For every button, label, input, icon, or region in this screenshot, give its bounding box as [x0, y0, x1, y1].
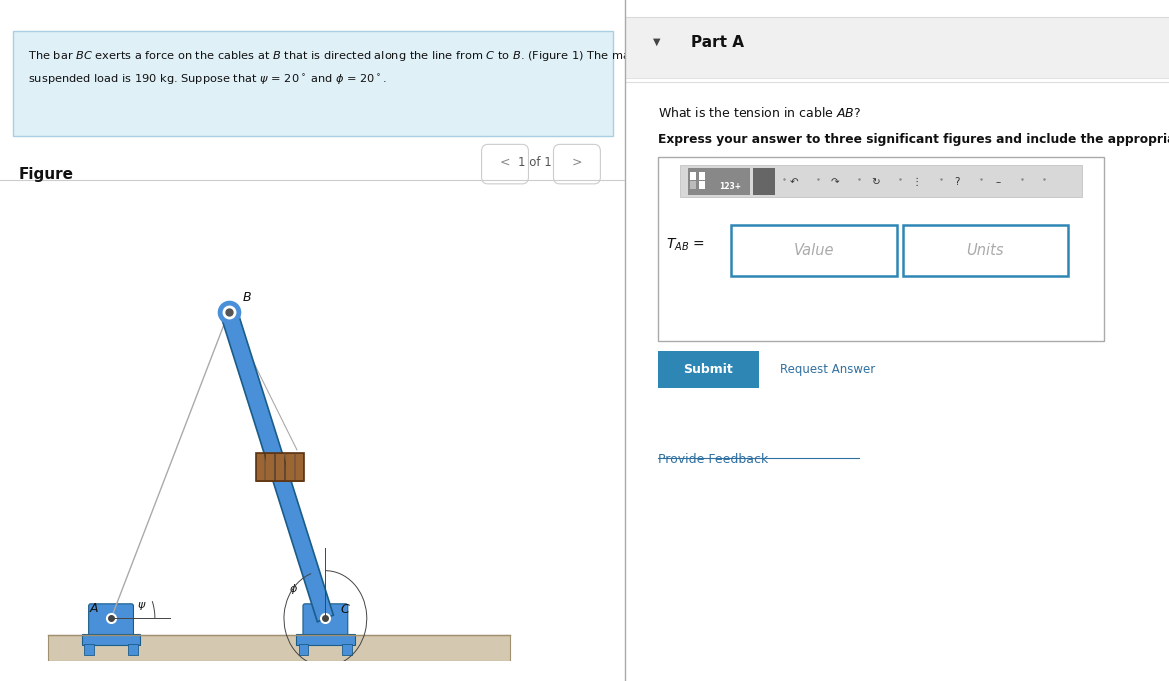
- Bar: [275, 453, 284, 481]
- Bar: [753, 168, 775, 195]
- Bar: [690, 172, 696, 180]
- FancyBboxPatch shape: [13, 31, 613, 136]
- Bar: [285, 453, 293, 481]
- Bar: [256, 453, 264, 481]
- Text: Provide Feedback: Provide Feedback: [658, 453, 768, 466]
- Bar: [296, 633, 354, 645]
- Text: $C$: $C$: [340, 603, 351, 616]
- Bar: [82, 633, 140, 645]
- Text: $B$: $B$: [242, 291, 253, 304]
- Text: Part A: Part A: [691, 35, 743, 50]
- Bar: [732, 225, 898, 276]
- Bar: [690, 181, 696, 189]
- Bar: [699, 181, 705, 189]
- Text: ▼: ▼: [652, 37, 660, 47]
- Text: suspended load is 190 kg. Suppose that $\psi$ = 20$^\circ$ and $\phi$ = 20$^\cir: suspended load is 190 kg. Suppose that $…: [28, 73, 387, 87]
- FancyBboxPatch shape: [482, 144, 528, 184]
- Text: $\phi$: $\phi$: [289, 582, 298, 596]
- Bar: [625, 17, 1169, 78]
- Text: Value: Value: [794, 243, 835, 258]
- Text: Figure: Figure: [19, 167, 74, 182]
- Bar: [687, 168, 750, 195]
- Bar: [680, 165, 1082, 197]
- Bar: [48, 635, 511, 661]
- Bar: [658, 351, 759, 388]
- Bar: [298, 644, 309, 655]
- Text: ↻: ↻: [871, 177, 880, 187]
- Text: Express your answer to three significant figures and include the appropriate uni: Express your answer to three significant…: [658, 133, 1169, 146]
- Text: $A$: $A$: [89, 602, 99, 615]
- Text: $T_{AB}$ =: $T_{AB}$ =: [666, 237, 705, 253]
- Bar: [265, 453, 274, 481]
- Text: >: >: [572, 155, 582, 169]
- Text: ↷: ↷: [830, 177, 839, 187]
- Bar: [343, 644, 352, 655]
- Text: <: <: [500, 155, 511, 169]
- FancyBboxPatch shape: [303, 604, 348, 637]
- Text: $\psi$: $\psi$: [137, 601, 146, 612]
- Text: ↶: ↶: [789, 177, 798, 187]
- Polygon shape: [221, 309, 333, 622]
- Bar: [256, 453, 304, 481]
- Text: What is the tension in cable $AB$?: What is the tension in cable $AB$?: [658, 106, 862, 120]
- Bar: [129, 644, 138, 655]
- Text: Units: Units: [967, 243, 1004, 258]
- Text: ⋮: ⋮: [911, 177, 921, 187]
- Text: Submit: Submit: [683, 363, 733, 377]
- FancyBboxPatch shape: [89, 604, 133, 637]
- Text: Request Answer: Request Answer: [781, 363, 876, 377]
- Bar: [699, 172, 705, 180]
- Bar: [295, 453, 303, 481]
- FancyBboxPatch shape: [658, 157, 1104, 340]
- Bar: [902, 225, 1068, 276]
- Text: 123+: 123+: [719, 182, 741, 191]
- FancyBboxPatch shape: [553, 144, 601, 184]
- Bar: [84, 644, 94, 655]
- Text: –: –: [995, 177, 1001, 187]
- Text: The bar $BC$ exerts a force on the cables at $B$ that is directed along the line: The bar $BC$ exerts a force on the cable…: [28, 49, 679, 63]
- Text: 1 of 1: 1 of 1: [518, 155, 552, 169]
- Text: ?: ?: [954, 177, 960, 187]
